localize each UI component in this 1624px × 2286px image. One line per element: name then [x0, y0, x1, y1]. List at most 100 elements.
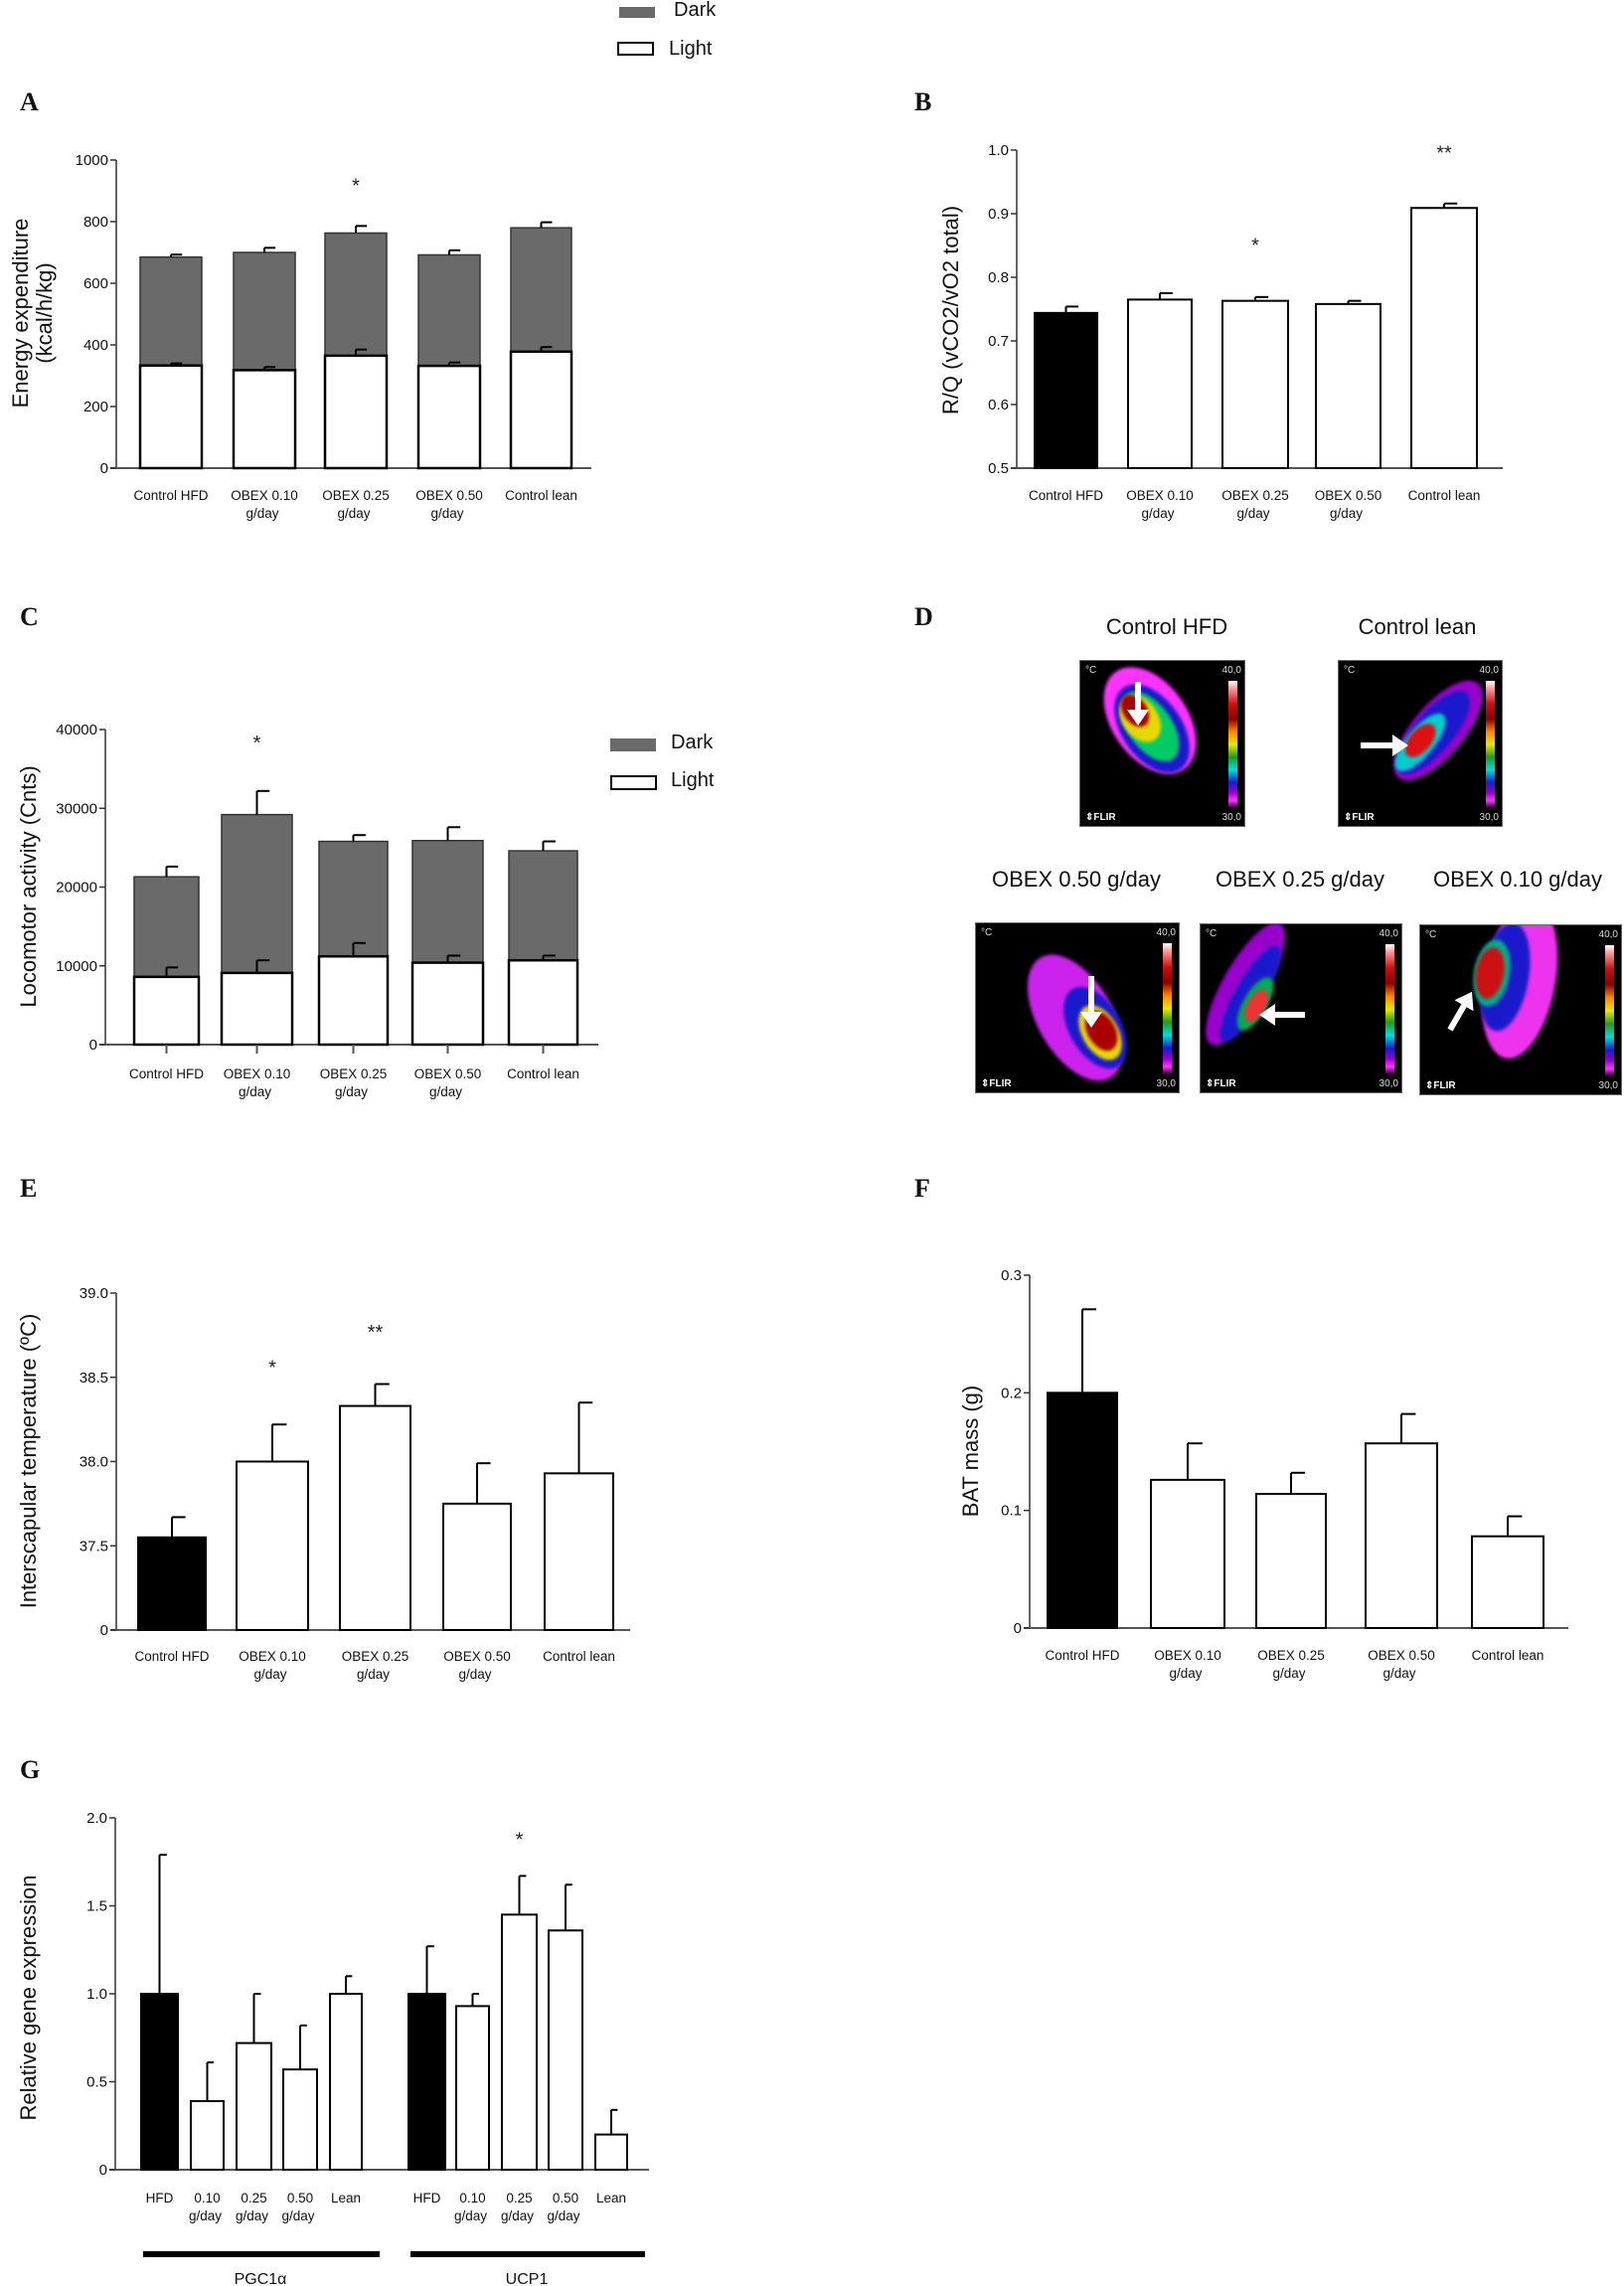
bar-dark-segment — [233, 251, 296, 372]
x-category-label: Control lean — [505, 488, 577, 503]
significance-marker: * — [1251, 235, 1259, 256]
y-tick-label: 39.0 — [80, 1285, 108, 1302]
temperature-max-label: 40,0 — [1221, 665, 1241, 676]
x-category-label: 0.10 — [194, 2191, 220, 2205]
y-tick-label: 37.5 — [80, 1538, 108, 1554]
x-category-label: OBEX 0.10 — [1126, 488, 1194, 503]
group-bracket — [143, 2251, 380, 2257]
group-label: UCP1 — [506, 2271, 549, 2286]
x-category-label: 0.10 — [459, 2191, 485, 2205]
thermal-image-obex-010: °C 40,0 30,0 ⇕FLIR — [1419, 924, 1622, 1095]
bar-light-segment — [416, 364, 482, 470]
y-tick-label: 0 — [100, 460, 108, 477]
chart-C: 0 10000 20000 30000 40000 Locomotor activity … — [16, 722, 598, 1099]
x-category-label: g/day — [245, 506, 278, 521]
flir-logo-icon: ⇕FLIR — [1425, 1080, 1456, 1091]
thermal-image-obex-050: °C 40,0 30,0 ⇕FLIR — [975, 922, 1180, 1093]
chart-E: 0 37.5 38.0 38.5 39.0 Interscapular temperatu… — [16, 1285, 630, 1682]
thermal-title-control-hfd: Control HFD — [1105, 614, 1228, 639]
chart-A: 0 200 400 600 800 1000 Energy expenditure (kcal… — [8, 152, 591, 521]
legend-dark-swatch — [619, 7, 655, 18]
bar-dark-segment — [508, 850, 578, 961]
x-category-label: OBEX 0.10 — [231, 488, 298, 503]
white-arrow-icon — [1080, 976, 1102, 1028]
x-category-label: g/day — [1236, 506, 1269, 521]
significance-marker: ** — [1436, 143, 1452, 165]
temperature-unit-label: °C — [1085, 665, 1097, 676]
x-category-label: OBEX 0.25 — [322, 488, 390, 503]
bar-dark-segment — [139, 255, 203, 367]
bar — [442, 1502, 512, 1631]
bar — [329, 1993, 363, 2171]
bar — [1315, 302, 1381, 469]
bar — [1410, 207, 1478, 470]
y-tick-label: 0 — [99, 2162, 107, 2179]
legend-light-label: Light — [669, 38, 713, 60]
temperature-min-label: 30,0 — [1156, 1078, 1176, 1089]
bar — [282, 2068, 318, 2172]
x-category-label: Control HFD — [129, 1066, 204, 1081]
legend-dark-label: Dark — [674, 0, 717, 21]
x-category-label: OBEX 0.10 — [1154, 1648, 1221, 1663]
bar-dark-segment — [411, 839, 484, 964]
y-tick-label: 1.0 — [988, 142, 1009, 159]
thermal-title-obex-025: OBEX 0.25 g/day — [1216, 867, 1384, 892]
chart-B: 0.5 0.6 0.7 0.8 0.9 1.0 R/Q (vCO2/vO2 total) Co… — [938, 142, 1503, 521]
chart-F: 0 0.1 0.2 0.3 BAT mass (g) Control HFD OBEX 0.… — [958, 1267, 1568, 1681]
thermal-image-obex-025: °C 40,0 30,0 ⇕FLIR — [1200, 923, 1402, 1093]
x-category-label: g/day — [337, 506, 370, 521]
y-tick-label: 0.7 — [988, 333, 1009, 350]
bar-light-segment — [410, 961, 485, 1047]
bar-dark-segment — [510, 227, 572, 353]
thermal-title-obex-050: OBEX 0.50 g/day — [992, 867, 1161, 892]
bar — [1047, 1391, 1118, 1630]
x-category-label: Control HFD — [1045, 1648, 1119, 1663]
y-tick-label: 38.0 — [80, 1454, 108, 1471]
x-category-label: OBEX 0.25 — [342, 1649, 409, 1664]
white-arrow-icon — [1259, 1004, 1305, 1026]
x-category-label: g/day — [236, 2208, 268, 2223]
y-tick-label: 40000 — [56, 722, 97, 738]
arrow-head-icon — [1080, 1012, 1102, 1028]
bar — [1255, 1493, 1327, 1629]
bar-light-segment — [323, 354, 389, 470]
locomotor-legend: Dark Light — [608, 731, 728, 800]
x-category-label: g/day — [501, 2208, 534, 2223]
x-category-label: Control lean — [1472, 1648, 1544, 1663]
white-arrow-icon — [1127, 682, 1149, 726]
significance-marker: * — [268, 1357, 276, 1379]
temperature-unit-label: °C — [1344, 665, 1356, 676]
y-axis-label: Locomotor activity (Cnts) — [16, 765, 41, 1007]
y-tick-label: 20000 — [56, 880, 97, 897]
y-axis-label: BAT mass (g) — [958, 1386, 983, 1517]
temperature-max-label: 40,0 — [1598, 929, 1618, 940]
x-category-label: 0.25 — [241, 2191, 266, 2205]
x-category-label: g/day — [1330, 506, 1363, 521]
panel-label-b: B — [914, 87, 932, 116]
x-category-label: g/day — [239, 1084, 271, 1099]
x-category-label: 0.50 — [553, 2191, 578, 2205]
bar — [137, 1536, 207, 1632]
panel-label-c: C — [20, 602, 39, 631]
temperature-min-label: 30,0 — [1598, 1080, 1618, 1091]
y-tick-label: 1.5 — [86, 1898, 107, 1915]
x-category-label: OBEX 0.50 — [1368, 1648, 1435, 1663]
y-tick-label: 30000 — [56, 800, 97, 817]
y-tick-label: 0 — [100, 1622, 108, 1639]
x-category-label: Control lean — [543, 1649, 615, 1664]
y-tick-label: 200 — [83, 399, 108, 415]
bar-light-segment — [220, 971, 294, 1047]
bar-light-segment — [232, 369, 297, 470]
bar — [544, 1472, 614, 1631]
bar-light-segment — [317, 954, 390, 1047]
x-category-label: OBEX 0.25 — [1221, 488, 1289, 503]
y-tick-label: 38.5 — [80, 1370, 108, 1387]
x-category-label: g/day — [189, 2208, 222, 2223]
bar — [548, 1929, 583, 2172]
panel-label-d: D — [914, 602, 933, 631]
temperature-unit-label: °C — [1425, 929, 1437, 940]
bar — [594, 2133, 628, 2172]
x-category-label: Control HFD — [133, 488, 208, 503]
legend-dark-swatch — [610, 738, 656, 751]
